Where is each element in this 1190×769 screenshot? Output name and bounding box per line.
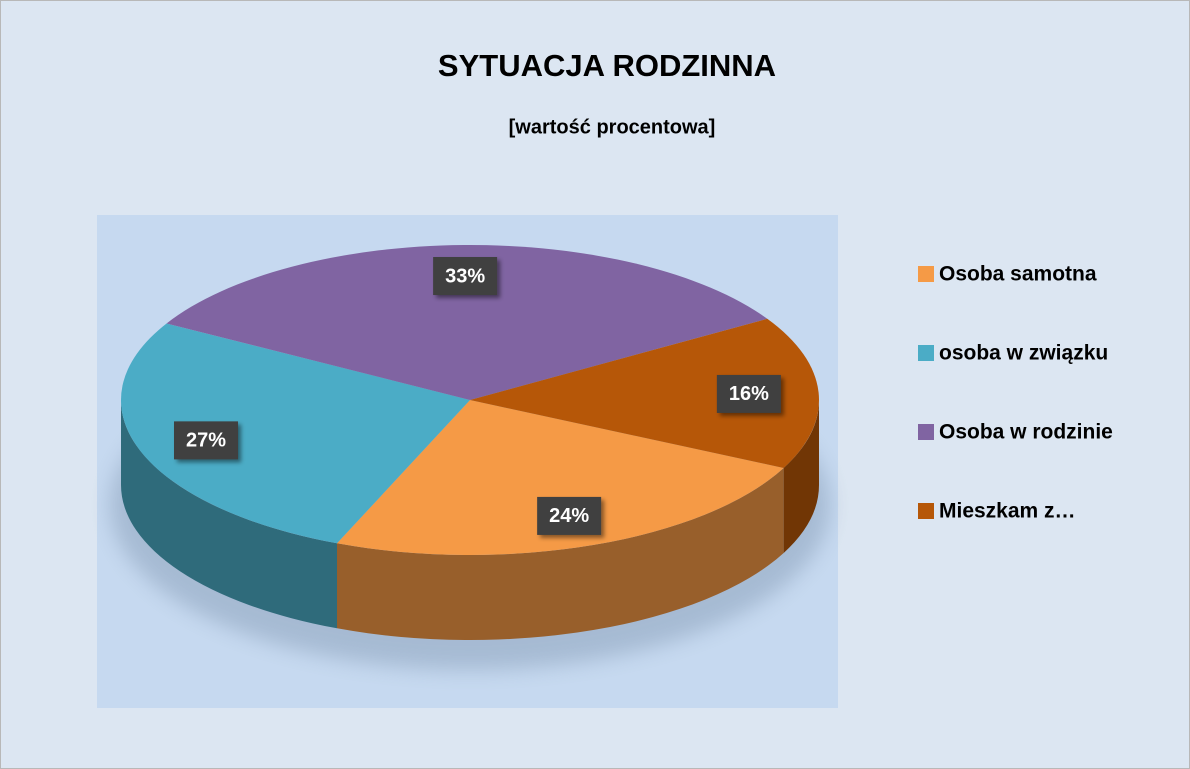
legend-label: Osoba w rodzinie — [939, 421, 1113, 444]
slice — [166, 245, 768, 400]
legend-label: Osoba samotna — [939, 263, 1097, 286]
data-label: 16% — [716, 374, 781, 413]
legend-swatch — [918, 503, 934, 519]
data-label-box — [537, 496, 602, 535]
legend-swatch — [918, 266, 934, 282]
slice — [121, 323, 471, 544]
slice-side — [337, 467, 784, 640]
slice — [337, 400, 784, 555]
legend-swatch — [918, 424, 934, 440]
legend-swatch — [918, 345, 934, 361]
data-label: 24% — [537, 496, 602, 535]
data-label-box — [716, 374, 781, 413]
data-label: 27% — [174, 421, 239, 460]
data-label-text: 27% — [186, 430, 226, 452]
slice-side — [121, 400, 338, 629]
data-label: 33% — [433, 257, 498, 296]
data-label-text: 33% — [445, 265, 485, 287]
data-label-text: 24% — [549, 505, 589, 527]
legend-label: osoba w związku — [939, 342, 1108, 365]
slice — [470, 318, 819, 468]
data-label-box — [433, 257, 498, 296]
legend-label: Mieszkam z… — [939, 500, 1076, 523]
chart-title: SYTUACJA RODZINNA — [438, 48, 776, 83]
data-label-text: 16% — [729, 383, 769, 405]
data-label-box — [174, 421, 239, 460]
slice-side — [783, 400, 819, 553]
chart-subtitle: [wartość procentowa] — [509, 116, 716, 138]
